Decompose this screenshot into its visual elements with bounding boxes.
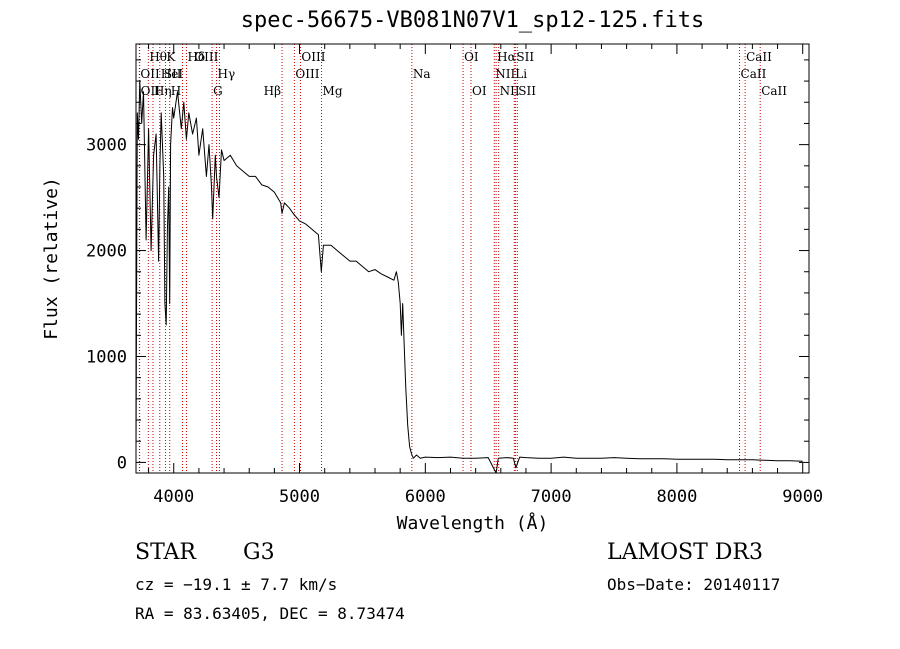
line-label: G — [213, 84, 223, 98]
line-label: Na — [413, 67, 431, 81]
line-label: Hα — [497, 50, 516, 64]
x-tick-label: 8000 — [656, 487, 697, 507]
line-label: Hδ — [187, 50, 205, 64]
x-axis-label: Wavelength (Å) — [397, 512, 549, 534]
line-label: Li — [515, 67, 527, 81]
axes: 4000 5000 6000 7000 8000 9000 0 1000 2000 3000 Wav… — [41, 43, 823, 534]
line-label: Mg — [323, 84, 343, 98]
survey-name: LAMOST DR3 — [607, 540, 763, 565]
line-label: SII — [518, 84, 536, 98]
line-markers — [138, 44, 761, 473]
line-label: CaII — [746, 50, 772, 64]
y-tick-label: 3000 — [86, 136, 127, 156]
chart-title: spec-56675-VB081N07V1_sp12-125.fits — [240, 8, 705, 33]
line-label: NII — [495, 67, 515, 81]
line-label: NII — [500, 84, 520, 98]
x-tick-label: 9000 — [782, 487, 823, 507]
y-tick-label: 2000 — [86, 242, 127, 262]
x-tick-label: 7000 — [531, 487, 572, 507]
coords-text: RA = 83.63405, DEC = 8.73474 — [135, 604, 405, 623]
line-label: OIII — [194, 50, 218, 64]
line-label: Hβ — [264, 84, 281, 98]
line-label: H — [171, 84, 181, 98]
line-label: Hη — [154, 84, 172, 98]
y-tick-label: 0 — [117, 453, 127, 473]
line-label: CaII — [741, 67, 767, 81]
line-label: OII — [141, 84, 161, 98]
spectrum-line — [135, 80, 803, 474]
line-label: OI — [464, 50, 479, 64]
x-tick-label: 5000 — [279, 487, 320, 507]
obs-date-text: Obs−Date: 20140117 — [607, 575, 781, 594]
line-label: OIII — [295, 67, 319, 81]
object-subclass: G3 — [243, 540, 275, 565]
x-tick-label: 6000 — [405, 487, 446, 507]
line-label: Hγ — [218, 67, 236, 81]
object-class: STAR — [135, 540, 196, 565]
line-label: OIII — [301, 50, 325, 64]
y-tick-label: 1000 — [86, 347, 127, 367]
line-label: SII — [516, 50, 534, 64]
x-tick-label: 4000 — [153, 487, 194, 507]
line-label: Hθ — [149, 50, 167, 64]
line-label: OII — [140, 67, 160, 81]
spectrum-series — [135, 80, 803, 474]
line-label: K — [166, 50, 176, 64]
plot-frame — [135, 43, 810, 474]
line-label: HeI — [161, 67, 184, 81]
line-label: SII — [164, 67, 182, 81]
line-label: CaII — [761, 84, 787, 98]
line-label: OI — [472, 84, 487, 98]
line-labels: OIIOIIHθHηHeIKHSIIHδGHγOIIIHβOIIIOIIIMgN… — [140, 50, 787, 98]
y-axis-label: Flux (relative) — [41, 177, 62, 340]
redshift-text: cz = −19.1 ± 7.7 km/s — [135, 575, 338, 594]
